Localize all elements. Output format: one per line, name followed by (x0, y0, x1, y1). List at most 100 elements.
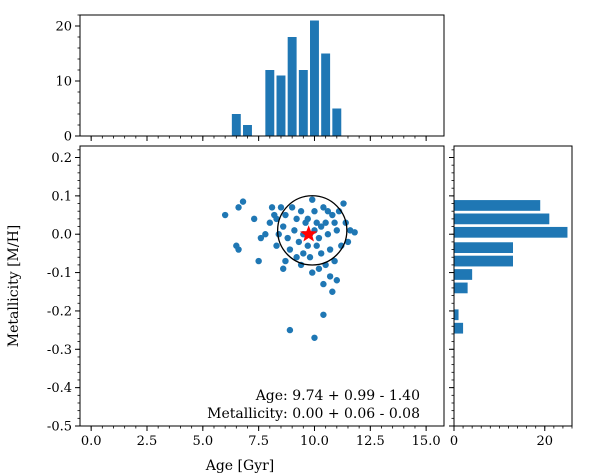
y-tick-label: 0 (64, 130, 72, 145)
scatter-point (340, 200, 347, 207)
metallicity-histogram-bar (454, 242, 513, 254)
age-histogram-bar (298, 70, 308, 136)
scatter-point (313, 242, 320, 249)
scatter-point (351, 229, 358, 236)
metallicity-annotation: Metallicity: 0.00 + 0.06 - 0.08 (207, 406, 420, 422)
scatter-point (320, 311, 327, 318)
y-tick-label: -0.3 (47, 343, 72, 358)
metallicity-histogram-bar (454, 213, 550, 225)
scatter-point (320, 280, 327, 288)
scatter-x-ticks: 0.0 2.5 5.0 7.5 10.0 12.5 15.0 (81, 426, 441, 449)
scatter-point (315, 265, 323, 272)
scatter-point (329, 211, 336, 219)
uncertainty-circle (276, 195, 348, 266)
age-histogram-x-ticks (90, 136, 427, 141)
scatter-frame (79, 145, 445, 427)
x-tick-label: 0 (450, 434, 458, 449)
scatter-point (326, 273, 334, 280)
scatter-point (273, 242, 280, 249)
metallicity-histogram-panel: 0 20 (449, 145, 573, 449)
scatter-point (331, 219, 338, 226)
metallicity-histogram-frame (453, 145, 573, 427)
metallicity-histogram-y-ticks (449, 149, 454, 427)
scatter-point (326, 246, 334, 253)
scatter-point (344, 238, 352, 246)
scatter-point (221, 211, 229, 219)
scatter-point (280, 223, 287, 230)
scatter-point (311, 208, 318, 215)
age-histogram-bar (265, 70, 275, 136)
y-tick-label: 10 (55, 75, 72, 90)
y-tick-label: -0.1 (47, 266, 72, 281)
scatter-point (235, 204, 242, 211)
x-tick-label: 5.0 (192, 434, 213, 449)
age-histogram-bar (243, 125, 252, 136)
age-histogram-y-ticks: 0 10 20 (55, 14, 80, 145)
y-tick-label: 0.1 (51, 189, 72, 204)
scatter-point (255, 257, 262, 265)
scatter-point (309, 196, 316, 203)
scatter-point (324, 231, 332, 238)
metallicity-histogram-bar (454, 269, 473, 280)
scatter-point (282, 257, 289, 265)
scatter-point (282, 211, 289, 219)
scatter-point (331, 257, 338, 265)
scatter-point (262, 231, 269, 238)
y-tick-label: 20 (55, 20, 72, 35)
age-histogram-bar (287, 37, 297, 136)
scatter-point (250, 215, 258, 223)
scatter-point (317, 250, 325, 257)
age-histogram-bar (321, 53, 331, 136)
age-histogram-bar (276, 75, 286, 136)
scatter-point (277, 204, 285, 211)
age-histogram-bar (231, 114, 241, 136)
y-tick-label: -0.5 (47, 420, 72, 435)
scatter-point (235, 246, 242, 253)
scatter-point (311, 334, 318, 341)
scatter-point (284, 234, 291, 242)
scatter-point (320, 204, 327, 211)
metallicity-histogram-bar (454, 322, 464, 334)
scatter-point (268, 204, 276, 211)
metallicity-histogram-bar (454, 226, 568, 238)
y-tick-label: -0.4 (47, 381, 72, 396)
age-histogram-frame (79, 14, 445, 137)
x-tick-label: 15.0 (412, 434, 441, 449)
y-tick-label: -0.2 (47, 304, 72, 319)
x-tick-label: 10.0 (300, 434, 329, 449)
scatter-point (293, 254, 300, 261)
scatter-points (221, 196, 358, 341)
metallicity-histogram-bar (454, 200, 541, 211)
scatter-point (317, 223, 325, 230)
metallicity-histogram-bar (454, 282, 468, 294)
scatter-point (280, 265, 287, 272)
scatter-point (257, 234, 265, 242)
scatter-point (288, 204, 296, 211)
scatter-point (315, 234, 323, 242)
age-histogram-panel: 0 10 20 (55, 14, 445, 145)
scatter-point (239, 198, 247, 205)
scatter-point (293, 215, 300, 223)
x-tick-label: 20 (536, 434, 553, 449)
age-histogram-bar (310, 20, 319, 136)
scatter-point (273, 215, 280, 223)
metallicity-histogram-bar (454, 255, 513, 267)
scatter-panel: -0.5 -0.4 -0.3 -0.2 -0.1 0.0 0.1 0.2 0.0 2.5 5.0 7… (6, 145, 445, 474)
scatter-point (286, 246, 294, 253)
x-tick-label: 7.5 (248, 434, 269, 449)
metallicity-histogram-bars (454, 200, 568, 334)
scatter-point (266, 219, 274, 226)
x-tick-label: 0.0 (81, 434, 102, 449)
scatter-point (309, 269, 316, 276)
metallicity-histogram-x-ticks: 0 20 (450, 426, 573, 449)
scatter-point (322, 219, 329, 226)
scatter-point (300, 250, 307, 257)
y-axis-label: Metallicity [M/H] (6, 225, 22, 348)
scatter-point (333, 277, 341, 284)
age-histogram-bar (332, 108, 342, 136)
x-tick-label: 2.5 (137, 434, 158, 449)
scatter-point (297, 208, 305, 215)
metallicity-histogram-bar (454, 309, 459, 321)
scatter-point (329, 288, 336, 295)
